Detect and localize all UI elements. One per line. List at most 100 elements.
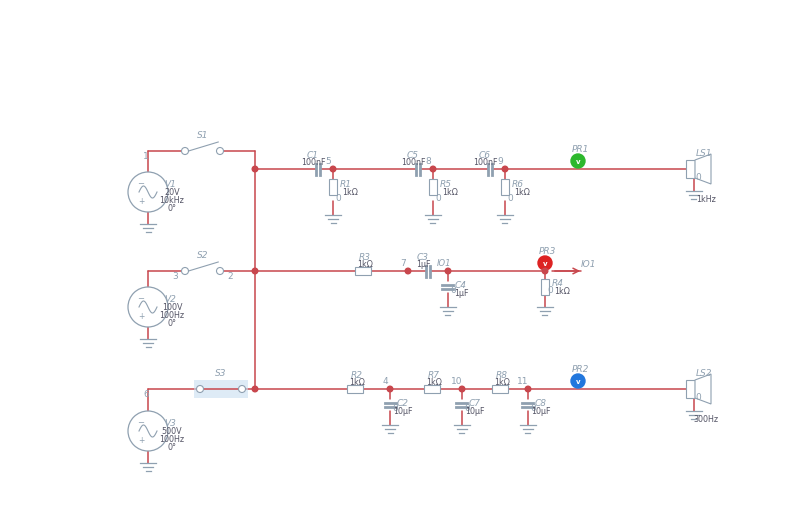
Bar	[541, 279, 549, 295]
Circle shape	[128, 411, 168, 451]
Text: 1kΩ: 1kΩ	[357, 260, 373, 269]
Text: 4: 4	[382, 377, 388, 386]
Text: 100Hz: 100Hz	[159, 311, 184, 320]
Text: 10μF: 10μF	[465, 407, 485, 416]
Circle shape	[252, 386, 258, 392]
Text: 1kΩ: 1kΩ	[349, 378, 365, 387]
Text: 0°: 0°	[168, 443, 177, 451]
Circle shape	[445, 269, 451, 274]
Text: 0: 0	[695, 393, 701, 402]
Text: 3: 3	[172, 272, 178, 281]
Text: 5: 5	[325, 157, 331, 166]
Text: R2: R2	[351, 371, 363, 380]
Text: 0: 0	[392, 404, 398, 413]
Text: R6: R6	[512, 180, 524, 189]
Bar	[686, 161, 695, 179]
Text: v: v	[543, 261, 548, 267]
Polygon shape	[695, 155, 711, 185]
Text: 0: 0	[530, 404, 536, 413]
Text: 10μF: 10μF	[393, 407, 413, 416]
Circle shape	[542, 269, 548, 274]
Text: 100nF: 100nF	[401, 158, 426, 167]
Text: 1kΩ: 1kΩ	[426, 378, 442, 387]
Text: V3: V3	[164, 419, 176, 428]
Text: 7: 7	[400, 259, 406, 268]
Text: 1kΩ: 1kΩ	[554, 287, 570, 296]
Text: 0: 0	[547, 286, 553, 295]
Polygon shape	[695, 374, 711, 404]
Text: 0: 0	[507, 194, 513, 203]
Circle shape	[430, 167, 436, 173]
Text: C6: C6	[479, 151, 491, 160]
Circle shape	[181, 268, 188, 275]
Circle shape	[387, 386, 392, 392]
Text: +: +	[138, 197, 144, 206]
Text: IO1: IO1	[582, 260, 597, 269]
Text: PR2: PR2	[571, 365, 589, 374]
Text: 100nF: 100nF	[301, 158, 325, 167]
Circle shape	[571, 374, 585, 388]
Text: C4: C4	[455, 281, 467, 290]
Text: C2: C2	[397, 399, 409, 408]
Text: S2: S2	[197, 251, 208, 260]
Text: −: −	[137, 418, 144, 427]
Text: C8: C8	[535, 399, 547, 408]
Bar	[686, 380, 695, 398]
Circle shape	[525, 386, 531, 392]
Text: v: v	[576, 159, 580, 165]
Text: PR1: PR1	[571, 145, 589, 154]
Text: 100Hz: 100Hz	[159, 435, 184, 444]
Text: v: v	[576, 379, 580, 385]
Bar	[347, 385, 363, 393]
Bar	[501, 180, 509, 195]
Text: 0°: 0°	[168, 204, 177, 213]
Text: LS1: LS1	[696, 149, 712, 158]
Text: 2: 2	[227, 272, 232, 281]
Bar	[194, 380, 248, 398]
Text: +: +	[138, 436, 144, 445]
Circle shape	[571, 155, 585, 168]
Text: 0: 0	[435, 194, 440, 203]
Circle shape	[128, 173, 168, 213]
Circle shape	[252, 269, 258, 274]
Text: 300Hz: 300Hz	[693, 415, 719, 423]
Text: R4: R4	[552, 279, 564, 288]
Text: R5: R5	[440, 180, 452, 189]
Circle shape	[196, 386, 203, 393]
Text: −: −	[137, 179, 144, 188]
Text: IO1: IO1	[437, 259, 452, 268]
Text: 20V: 20V	[164, 188, 180, 197]
Circle shape	[128, 288, 168, 327]
Text: 100V: 100V	[162, 303, 182, 312]
Circle shape	[538, 257, 552, 270]
Text: S3: S3	[215, 369, 227, 378]
Text: R8: R8	[496, 371, 508, 380]
Text: 10μF: 10μF	[531, 407, 551, 416]
Text: 1μF: 1μF	[416, 260, 430, 269]
Text: +: +	[138, 312, 144, 321]
Text: 1kΩ: 1kΩ	[442, 188, 458, 197]
Text: 0: 0	[695, 173, 701, 182]
Bar	[429, 180, 437, 195]
Circle shape	[181, 148, 188, 155]
Text: −: −	[137, 294, 144, 303]
Bar	[424, 385, 440, 393]
Text: 1kΩ: 1kΩ	[494, 378, 510, 387]
Bar	[492, 385, 508, 393]
Text: R7: R7	[428, 371, 440, 380]
Circle shape	[502, 167, 507, 173]
Text: R3: R3	[359, 253, 371, 262]
Text: C3: C3	[417, 253, 429, 262]
Circle shape	[252, 167, 258, 173]
Text: 11: 11	[517, 377, 529, 386]
Circle shape	[217, 148, 224, 155]
Text: S1: S1	[197, 131, 208, 140]
Bar	[355, 267, 371, 275]
Text: 10kHz: 10kHz	[159, 196, 184, 205]
Text: C1: C1	[307, 151, 319, 160]
Circle shape	[239, 386, 246, 393]
Bar	[329, 180, 337, 195]
Text: C7: C7	[469, 399, 481, 408]
Text: V2: V2	[164, 295, 176, 304]
Text: 1μF: 1μF	[454, 289, 468, 298]
